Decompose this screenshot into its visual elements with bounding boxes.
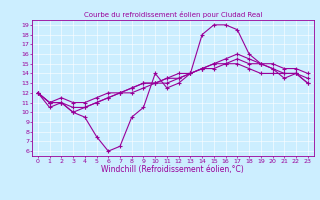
- Title: Courbe du refroidissement éolien pour Ciudad Real: Courbe du refroidissement éolien pour Ci…: [84, 11, 262, 18]
- X-axis label: Windchill (Refroidissement éolien,°C): Windchill (Refroidissement éolien,°C): [101, 165, 244, 174]
